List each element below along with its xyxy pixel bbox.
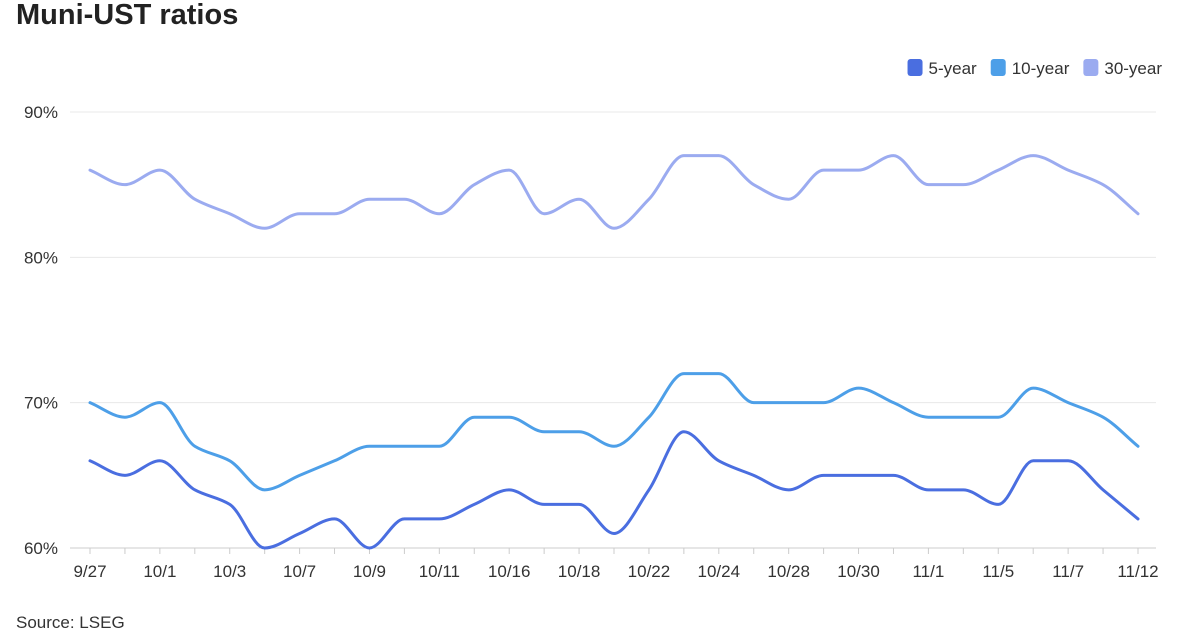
line-series (88, 430, 1140, 550)
legend-swatch (990, 59, 1006, 76)
x-tick-label: 11/1 (912, 562, 944, 581)
line-series (88, 154, 1140, 230)
x-tick-label: 9/27 (73, 562, 106, 581)
x-tick-label: 10/28 (767, 562, 810, 581)
legend-label: 10-year (1012, 59, 1070, 78)
y-tick-label: 90% (24, 103, 58, 122)
legend-swatch (907, 59, 923, 76)
x-tick-label: 11/12 (1117, 562, 1158, 581)
legend: 30-year 10-year 5-year (907, 59, 1162, 78)
line-series (88, 372, 1140, 492)
chart-title: Muni-UST ratios (16, 0, 238, 31)
x-tick-label: 10/1 (143, 562, 176, 581)
x-tick-label: 10/7 (283, 562, 316, 581)
x-tick-label: 10/18 (558, 562, 601, 581)
x-tick-label: 10/11 (419, 562, 460, 581)
legend-label: 30-year (1104, 59, 1162, 78)
x-tick-label: 11/5 (982, 562, 1014, 581)
source-note: Source: LSEG (16, 613, 125, 630)
x-tick-label: 10/9 (353, 562, 386, 581)
legend-swatch (1083, 59, 1099, 76)
x-tick-label: 11/7 (1052, 562, 1084, 581)
y-tick-label: 70% (24, 394, 58, 413)
y-tick-label: 60% (24, 539, 58, 558)
x-tick-label: 10/3 (213, 562, 246, 581)
x-tick-label: 10/16 (488, 562, 531, 581)
legend-label: 5-year (929, 59, 978, 78)
y-tick-label: 80% (24, 248, 58, 267)
x-tick-label: 10/22 (628, 562, 671, 581)
x-tick-label: 10/30 (837, 562, 880, 581)
x-tick-label: 10/24 (698, 562, 741, 581)
